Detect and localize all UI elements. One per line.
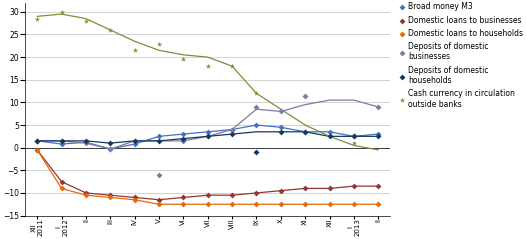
Deposits of domestic
households [33,139,42,143]
Deposits of domestic
businesses [301,94,309,98]
Deposits of domestic
businesses [33,139,42,143]
Domestic loans to businesses [228,193,236,197]
Deposits of domestic
businesses [374,105,382,109]
Domestic loans to businesses [204,193,212,197]
Domestic loans to households [155,202,163,206]
Deposits of domestic
households [179,137,188,141]
Deposits of domestic
businesses [228,128,236,131]
Broad money M3 [33,139,42,143]
Cash currency in circulation
outside banks [228,64,236,68]
Cash currency in circulation
outside banks [106,28,115,32]
Domestic loans to businesses [57,180,66,184]
Deposits of domestic
businesses [204,134,212,138]
Domestic loans to households [374,202,382,206]
Domestic loans to households [301,202,309,206]
Cash currency in circulation
outside banks [179,57,188,61]
Domestic loans to businesses [374,184,382,188]
Deposits of domestic
households [350,134,358,138]
Domestic loans to households [179,202,188,206]
Broad money M3 [252,123,261,127]
Domestic loans to households [57,186,66,190]
Deposits of domestic
businesses [130,139,139,143]
Domestic loans to households [228,202,236,206]
Cash currency in circulation
outside banks [130,49,139,52]
Deposits of domestic
households [57,139,66,143]
Deposits of domestic
businesses [106,147,115,151]
Domestic loans to businesses [130,196,139,199]
Deposits of domestic
households [130,139,139,143]
Domestic loans to businesses [252,191,261,195]
Deposits of domestic
businesses [179,139,188,143]
Cash currency in circulation
outside banks [204,64,212,68]
Broad money M3 [301,130,309,134]
Domestic loans to households [130,198,139,202]
Domestic loans to households [106,196,115,199]
Broad money M3 [204,130,212,134]
Deposits of domestic
households [82,139,90,143]
Broad money M3 [130,142,139,146]
Deposits of domestic
households [155,139,163,143]
Domestic loans to households [204,202,212,206]
Cash currency in circulation
outside banks [350,141,358,145]
Domestic loans to businesses [155,198,163,202]
Deposits of domestic
households [301,130,309,134]
Broad money M3 [228,128,236,131]
Deposits of domestic
businesses [82,141,90,145]
Legend: Broad money M3, Domestic loans to businesses, Domestic loans to households, Depo: Broad money M3, Domestic loans to busine… [398,2,523,109]
Deposits of domestic
businesses [57,139,66,143]
Broad money M3 [277,125,285,129]
Broad money M3 [350,134,358,138]
Cash currency in circulation
outside banks [57,10,66,14]
Domestic loans to businesses [179,196,188,199]
Domestic loans to businesses [277,189,285,193]
Deposits of domestic
households [252,150,261,154]
Deposits of domestic
households [374,134,382,138]
Domestic loans to businesses [82,191,90,195]
Domestic loans to businesses [301,186,309,190]
Domestic loans to businesses [106,193,115,197]
Deposits of domestic
businesses [252,105,261,109]
Cash currency in circulation
outside banks [252,91,261,95]
Domestic loans to households [33,148,42,152]
Deposits of domestic
households [106,141,115,145]
Deposits of domestic
businesses [155,173,163,177]
Domestic loans to businesses [33,148,42,152]
Deposits of domestic
businesses [277,109,285,113]
Broad money M3 [374,132,382,136]
Domestic loans to households [252,202,261,206]
Cash currency in circulation
outside banks [33,17,42,21]
Domestic loans to households [350,202,358,206]
Broad money M3 [82,140,90,144]
Broad money M3 [155,134,163,138]
Broad money M3 [57,142,66,146]
Deposits of domestic
households [277,130,285,134]
Domestic loans to businesses [325,186,333,190]
Deposits of domestic
households [325,134,333,138]
Cash currency in circulation
outside banks [155,42,163,45]
Domestic loans to households [325,202,333,206]
Broad money M3 [106,147,115,151]
Broad money M3 [325,130,333,134]
Domestic loans to households [277,202,285,206]
Deposits of domestic
households [228,132,236,136]
Domestic loans to households [82,193,90,197]
Cash currency in circulation
outside banks [82,19,90,23]
Domestic loans to businesses [350,184,358,188]
Deposits of domestic
households [204,134,212,138]
Broad money M3 [179,132,188,136]
